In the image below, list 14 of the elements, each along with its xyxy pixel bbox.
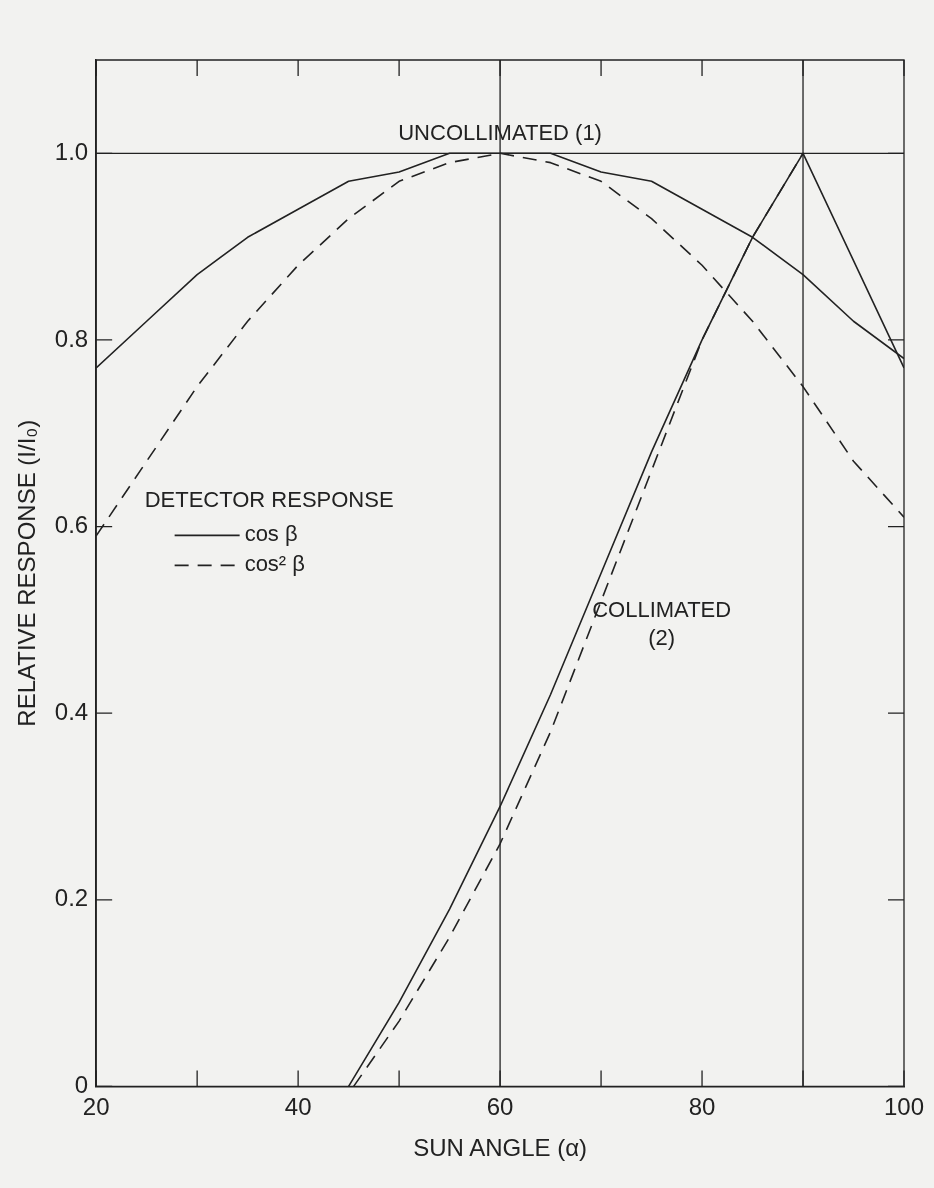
y-tick-label: 0.4 (54, 697, 89, 725)
legend-label: cos² β (244, 551, 305, 577)
x-tick-label: 100 (883, 1093, 925, 1121)
legend-title: DETECTOR RESPONSE (144, 487, 394, 513)
x-tick-label: 60 (486, 1093, 514, 1121)
x-tick-label: 40 (284, 1093, 312, 1121)
y-tick-label: 0.8 (54, 324, 89, 352)
x-axis-title: SUN ANGLE (α) (413, 1134, 588, 1162)
y-tick-label: 1.0 (54, 137, 89, 165)
y-axis-title: RELATIVE RESPONSE (I/I₀) (13, 419, 41, 727)
legend-label: cos β (244, 521, 298, 547)
y-tick-label: 0.2 (54, 884, 89, 912)
y-tick-label: 0.6 (54, 511, 89, 539)
x-tick-label: 80 (688, 1093, 716, 1121)
